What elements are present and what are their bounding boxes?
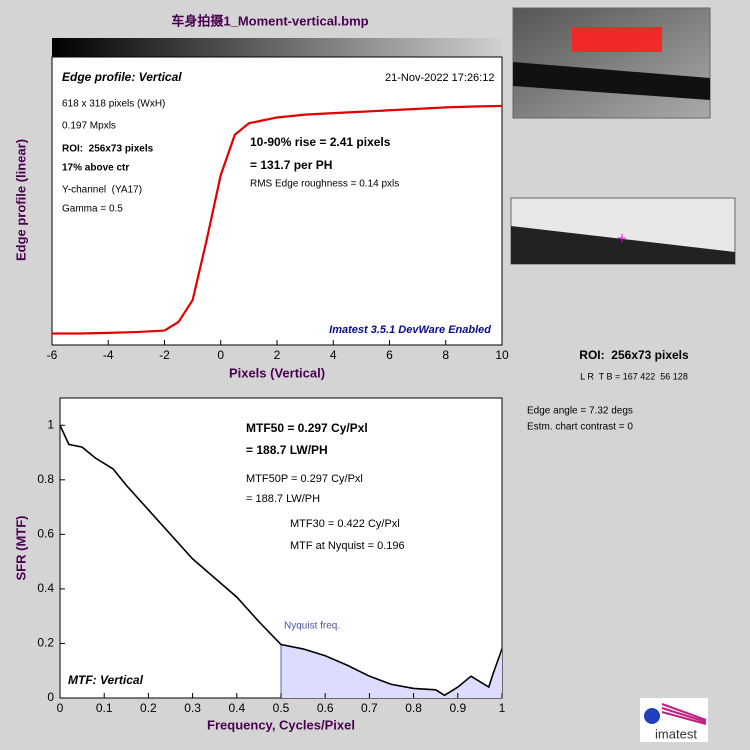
annotation: RMS Edge roughness = 0.14 pxls [250,179,399,190]
annotation: MTF50 = 0.297 Cy/Pxl [246,421,368,435]
y-tick-label: 0 [47,690,54,704]
annotation: Edge profile: Vertical [62,70,182,84]
y-tick-label: 0.8 [37,472,54,486]
x-tick-label: 0.6 [317,701,334,715]
y-axis-label: SFR (MTF) [13,516,28,581]
annotation: MTF30 = 0.422 Cy/Pxl [290,518,400,530]
x-tick-label: 0.7 [361,701,378,715]
x-tick-label: 0.8 [405,701,422,715]
annotation: Y-channel (YA17) [62,185,142,196]
x-tick-label: 2 [274,348,281,362]
x-tick-label: 0.2 [140,701,157,715]
annotation: = 131.7 per PH [250,158,332,172]
annotation: MTF at Nyquist = 0.196 [290,540,405,552]
annotation: 618 x 318 pixels (WxH) [62,99,165,110]
x-tick-label: 1 [499,701,506,715]
x-tick-label: 0 [57,701,64,715]
x-tick-label: 4 [330,348,337,362]
nyquist-area [281,644,502,698]
data-line [59,424,503,697]
roi-thumbnail [512,7,711,119]
x-tick-label: -2 [159,348,170,362]
annotation: ROI: 256x73 pixels [62,144,154,155]
y-tick-label: 0.2 [37,636,54,650]
edge-thumbnail [510,197,736,265]
annotation: Imatest 3.5.1 DevWare Enabled [329,324,491,336]
x-tick-label: 0.9 [449,701,466,715]
x-tick-label: 0.1 [96,701,113,715]
annotation: 10-90% rise = 2.41 pixels [250,135,391,149]
edge-strip [52,38,502,57]
annotation: = 188.7 LW/PH [246,493,320,505]
annotation: = 188.7 LW/PH [246,443,328,457]
x-tick-label: 0.3 [184,701,201,715]
logo-text: imatest [655,726,697,741]
x-tick-label: -4 [103,348,114,362]
edge-angle: Edge angle = 7.32 degs [527,406,633,417]
y-tick-label: 1 [47,417,54,431]
x-tick-label: 0.5 [273,701,290,715]
annotation: 17% above ctr [62,163,129,174]
lrtb-label: L R T B = 167 422 56 128 [580,371,688,381]
annotation: MTF: Vertical [68,673,144,687]
y-axis-label: Edge profile (linear) [13,139,28,261]
annotation: 0.197 Mpxls [62,121,116,132]
annotation: 21-Nov-2022 17:26:12 [385,72,494,84]
x-tick-label: 0.4 [228,701,245,715]
y-tick-label: 0.6 [37,527,54,541]
x-tick-label: -6 [47,348,58,362]
annotation: Gamma = 0.5 [62,204,123,215]
x-axis-label: Pixels (Vertical) [229,365,325,380]
annotation: MTF50P = 0.297 Cy/Pxl [246,473,363,485]
logo: imatest [640,698,708,742]
x-tick-label: 0 [217,348,224,362]
window-title: 车身拍摄1_Moment-vertical.bmp [171,13,368,28]
annotation: Nyquist freq. [284,621,340,632]
roi-label: ROI: 256x73 pixels [579,348,689,362]
x-axis-label: Frequency, Cycles/Pixel [207,717,355,732]
data-line [52,104,503,335]
x-tick-label: 10 [495,348,509,362]
plot-area [51,56,503,346]
y-tick-label: 0.4 [37,581,54,595]
x-tick-label: 6 [386,348,393,362]
x-tick-label: 8 [442,348,449,362]
chart-contrast: Estm. chart contrast = 0 [527,422,633,433]
